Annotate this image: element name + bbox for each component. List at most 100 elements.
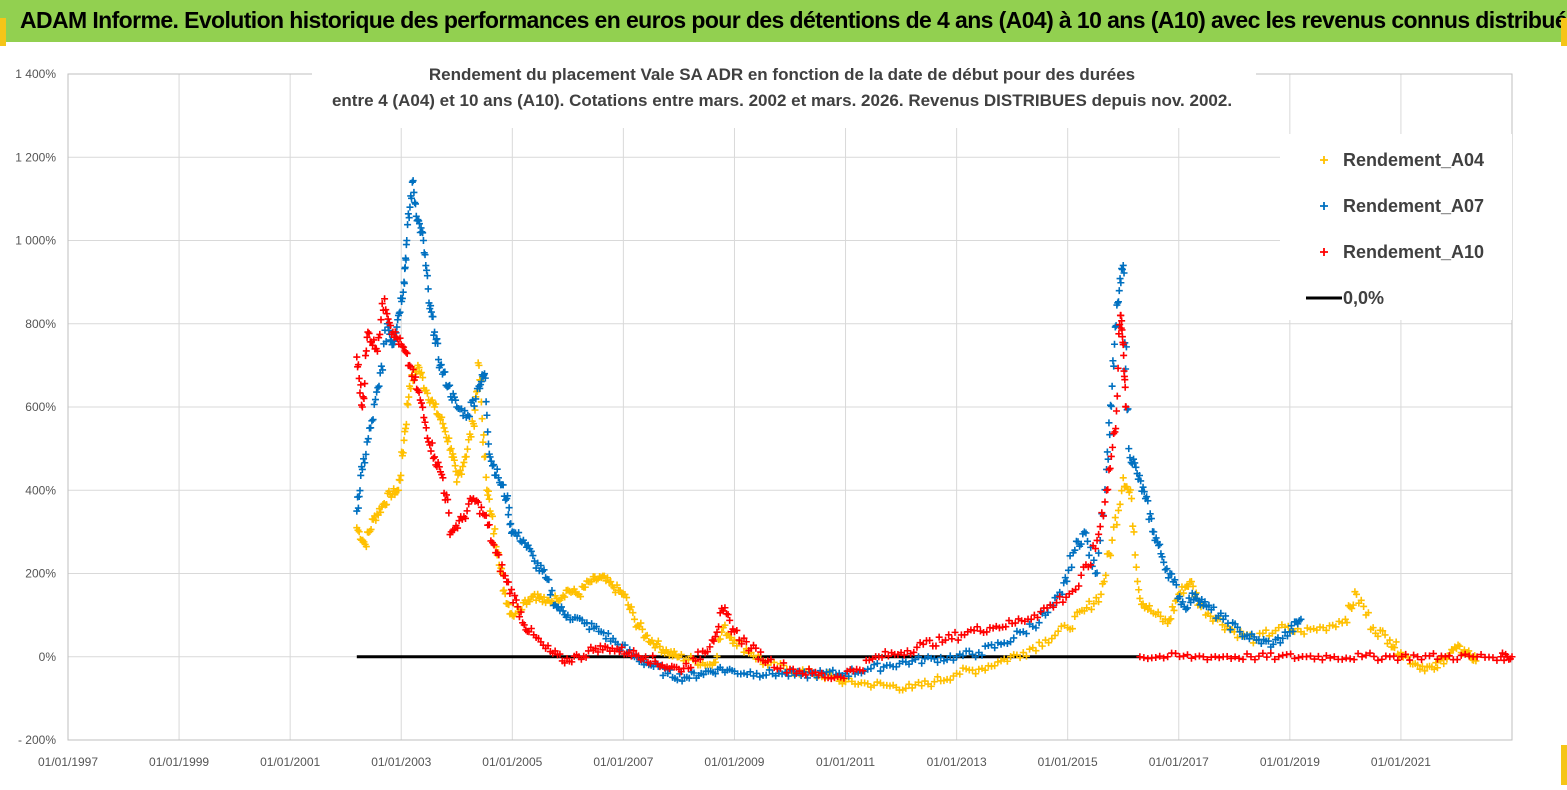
legend-label-1: Rendement_A07 [1343,196,1484,216]
data-point-3-20 [1215,654,1223,662]
data-point-1-355 [1013,627,1021,635]
data-point-0-232 [643,631,651,639]
legend-marker-2 [1320,248,1328,256]
data-point-2-291 [932,642,940,650]
data-point-3-75 [1433,655,1441,663]
data-point-1-247 [685,674,693,682]
data-point-0-342 [905,680,913,688]
data-point-1-14 [367,424,375,432]
data-point-2-281 [900,651,908,659]
data-point-2-77 [439,474,447,482]
data-point-1-54 [402,256,410,264]
data-point-0-355 [946,676,954,684]
data-point-2-10 [361,380,369,388]
data-point-1-24 [379,366,387,374]
data-point-2-22 [373,347,381,355]
data-point-1-2 [354,504,362,512]
data-point-2-316 [1011,619,1019,627]
data-point-3-43 [1306,652,1314,660]
data-point-1-129 [477,378,485,386]
data-point-1-79 [421,251,429,259]
data-point-0-528 [1360,602,1368,610]
data-point-1-402 [1105,419,1113,427]
data-point-0-408 [1100,578,1108,586]
data-point-1-186 [548,587,556,595]
data-point-3-98 [1508,653,1516,661]
data-point-2-57 [415,388,423,396]
data-point-1-21 [375,382,383,390]
y-tick-label-0: 1 400% [15,67,56,81]
data-point-1-181 [540,566,548,574]
data-point-1-394 [1095,549,1103,557]
data-point-1-296 [826,668,834,676]
x-tick-label-2: 01/01/2001 [260,755,320,769]
x-tick-label-12: 01/01/2021 [1371,755,1431,769]
data-point-2-121 [506,589,514,597]
banner-title: ADAM Informe. Evolution historique des p… [20,7,1567,33]
data-point-2-349 [1101,498,1109,506]
legend-marker-1 [1320,202,1328,210]
data-point-0-83 [446,446,454,454]
data-point-1-276 [762,671,770,679]
x-tick-label-8: 01/01/2013 [927,755,987,769]
x-tick-label-1: 01/01/1999 [149,755,209,769]
data-point-1-83 [424,285,432,293]
data-point-2-103 [477,503,485,511]
data-point-1-120 [465,413,473,421]
data-point-2-264 [846,666,854,674]
legend-label-3: 0,0% [1343,288,1384,308]
data-point-1-464 [1172,581,1180,589]
data-point-0-537 [1381,631,1389,639]
data-point-3-59 [1370,652,1378,660]
data-point-1-496 [1233,623,1241,631]
data-point-0-409 [1102,571,1110,579]
data-point-3-19 [1211,653,1219,661]
data-point-0-91 [453,478,461,486]
data-point-0-382 [1032,647,1040,655]
data-point-2-285 [913,643,921,651]
data-point-2-211 [710,637,718,645]
data-point-1-215 [609,635,617,643]
data-point-1-387 [1084,537,1092,545]
data-point-3-76 [1437,652,1445,660]
data-point-3-28 [1247,653,1255,661]
data-point-1-48 [399,288,407,296]
data-point-0-401 [1085,597,1093,605]
data-point-0-190 [577,593,585,601]
data-point-0-484 [1233,634,1241,642]
data-point-2-252 [808,669,816,677]
data-point-0-140 [500,586,508,594]
data-point-2-88 [454,524,462,532]
data-point-1-335 [949,656,957,664]
data-point-2-162 [594,648,602,656]
data-point-2-201 [687,664,695,672]
data-point-1-164 [513,532,521,540]
data-point-0-345 [915,678,923,686]
data-point-1-302 [845,672,853,680]
data-point-0-380 [1026,645,1034,653]
data-point-2-295 [945,631,953,639]
data-point-0-59 [417,369,425,377]
data-point-2-120 [504,578,512,586]
data-point-0-284 [740,648,748,656]
data-point-2-212 [711,633,719,641]
data-point-2-69 [429,454,437,462]
data-point-0-566 [1440,660,1448,668]
data-point-3-35 [1275,653,1283,661]
data-point-2-229 [742,638,750,646]
data-point-1-443 [1144,497,1152,505]
legend-box [1280,134,1512,320]
data-point-2-93 [461,514,469,522]
corner-marker-bottom-right [1561,745,1567,785]
data-point-0-432 [1134,577,1142,585]
data-point-0-416 [1113,521,1121,529]
data-point-1-411 [1112,322,1120,330]
data-point-2-239 [767,655,775,663]
x-tick-label-6: 01/01/2009 [704,755,764,769]
data-point-0-527 [1357,596,1365,604]
data-point-1-437 [1137,477,1145,485]
data-point-2-375 [1121,376,1129,384]
data-point-0-329 [864,680,872,688]
data-point-2-246 [789,665,797,673]
data-point-1-273 [753,669,761,677]
